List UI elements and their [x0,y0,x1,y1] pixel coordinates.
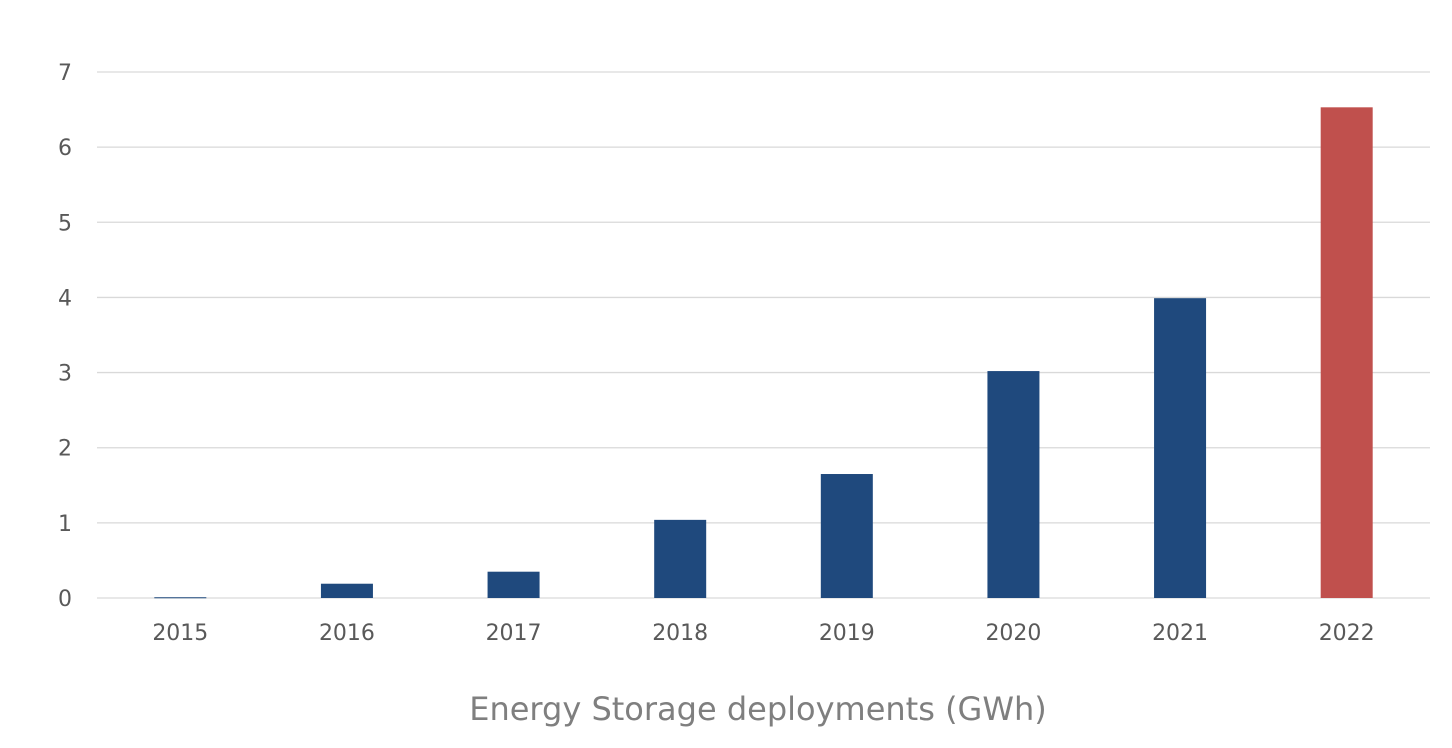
x-tick-label: 2015 [152,621,208,646]
y-tick-label: 5 [58,211,72,236]
bar-2015 [154,597,207,599]
bar-2020 [987,371,1040,598]
x-tick-label: 2020 [985,621,1041,646]
bar-2018 [654,519,707,598]
bar-2019 [820,474,873,598]
y-tick-label: 6 [58,136,72,161]
x-tick-label: 2022 [1319,621,1375,646]
x-axis-label: Energy Storage deployments (GWh) [469,690,1047,728]
x-axis-ticks: 2015 2016 2017 2018 2019 2020 2021 2022 [152,621,1374,646]
y-tick-label: 4 [58,286,72,311]
x-tick-label: 2021 [1152,621,1208,646]
gridlines [97,71,1430,599]
y-tick-label: 0 [58,587,72,612]
bar-2016 [320,583,373,598]
x-tick-label: 2018 [652,621,708,646]
bar-2021 [1154,298,1207,598]
bar-2017 [487,571,540,598]
y-tick-label: 3 [58,362,72,387]
bar-2022 [1320,107,1373,599]
y-axis-ticks: 0 1 2 3 4 5 6 7 [58,61,72,612]
y-tick-label: 2 [58,437,72,462]
bars [154,107,1373,599]
x-tick-label: 2019 [819,621,875,646]
x-tick-label: 2017 [486,621,542,646]
y-tick-label: 7 [58,61,72,86]
y-tick-label: 1 [58,512,72,537]
x-tick-label: 2016 [319,621,375,646]
